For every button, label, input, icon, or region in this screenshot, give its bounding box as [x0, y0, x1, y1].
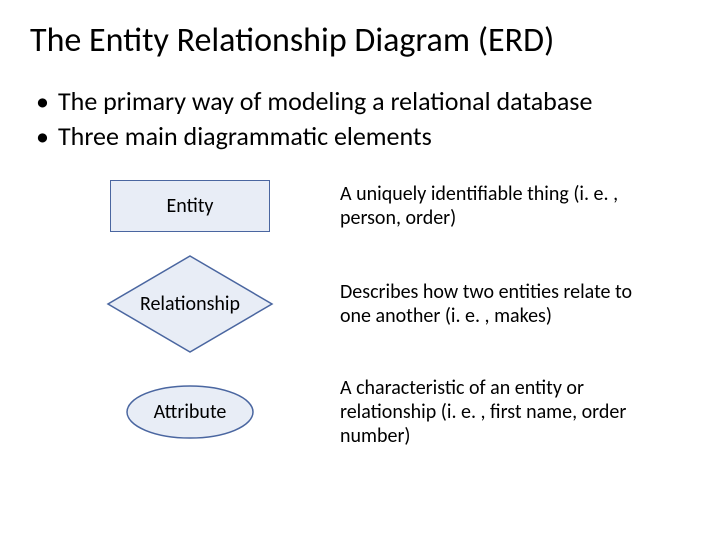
bullet-list: The primary way of modeling a relational…: [30, 85, 690, 152]
element-row-entity: Entity A uniquely identifiable thing (i.…: [100, 180, 690, 232]
bullet-item: Three main diagrammatic elements: [30, 120, 690, 153]
shape-label: Relationship: [140, 292, 240, 316]
relationship-diamond: Relationship: [106, 254, 274, 354]
element-description: Describes how two entities relate to one…: [340, 280, 660, 328]
slide-title: The Entity Relationship Diagram (ERD): [30, 20, 690, 61]
element-row-relationship: Relationship Describes how two entities …: [100, 254, 690, 354]
element-description: A characteristic of an entity or relatio…: [340, 376, 660, 448]
shape-label: Entity: [167, 194, 214, 218]
attribute-ellipse: Attribute: [125, 384, 255, 440]
shape-container: Entity: [100, 180, 280, 232]
entity-rectangle: Entity: [110, 180, 270, 232]
shape-container: Relationship: [100, 254, 280, 354]
element-description: A uniquely identifiable thing (i. e. , p…: [340, 182, 660, 230]
bullet-item: The primary way of modeling a relational…: [30, 85, 690, 118]
shape-container: Attribute: [100, 384, 280, 440]
element-row-attribute: Attribute A characteristic of an entity …: [100, 376, 690, 448]
shape-label: Attribute: [154, 400, 227, 424]
erd-elements: Entity A uniquely identifiable thing (i.…: [30, 180, 690, 448]
